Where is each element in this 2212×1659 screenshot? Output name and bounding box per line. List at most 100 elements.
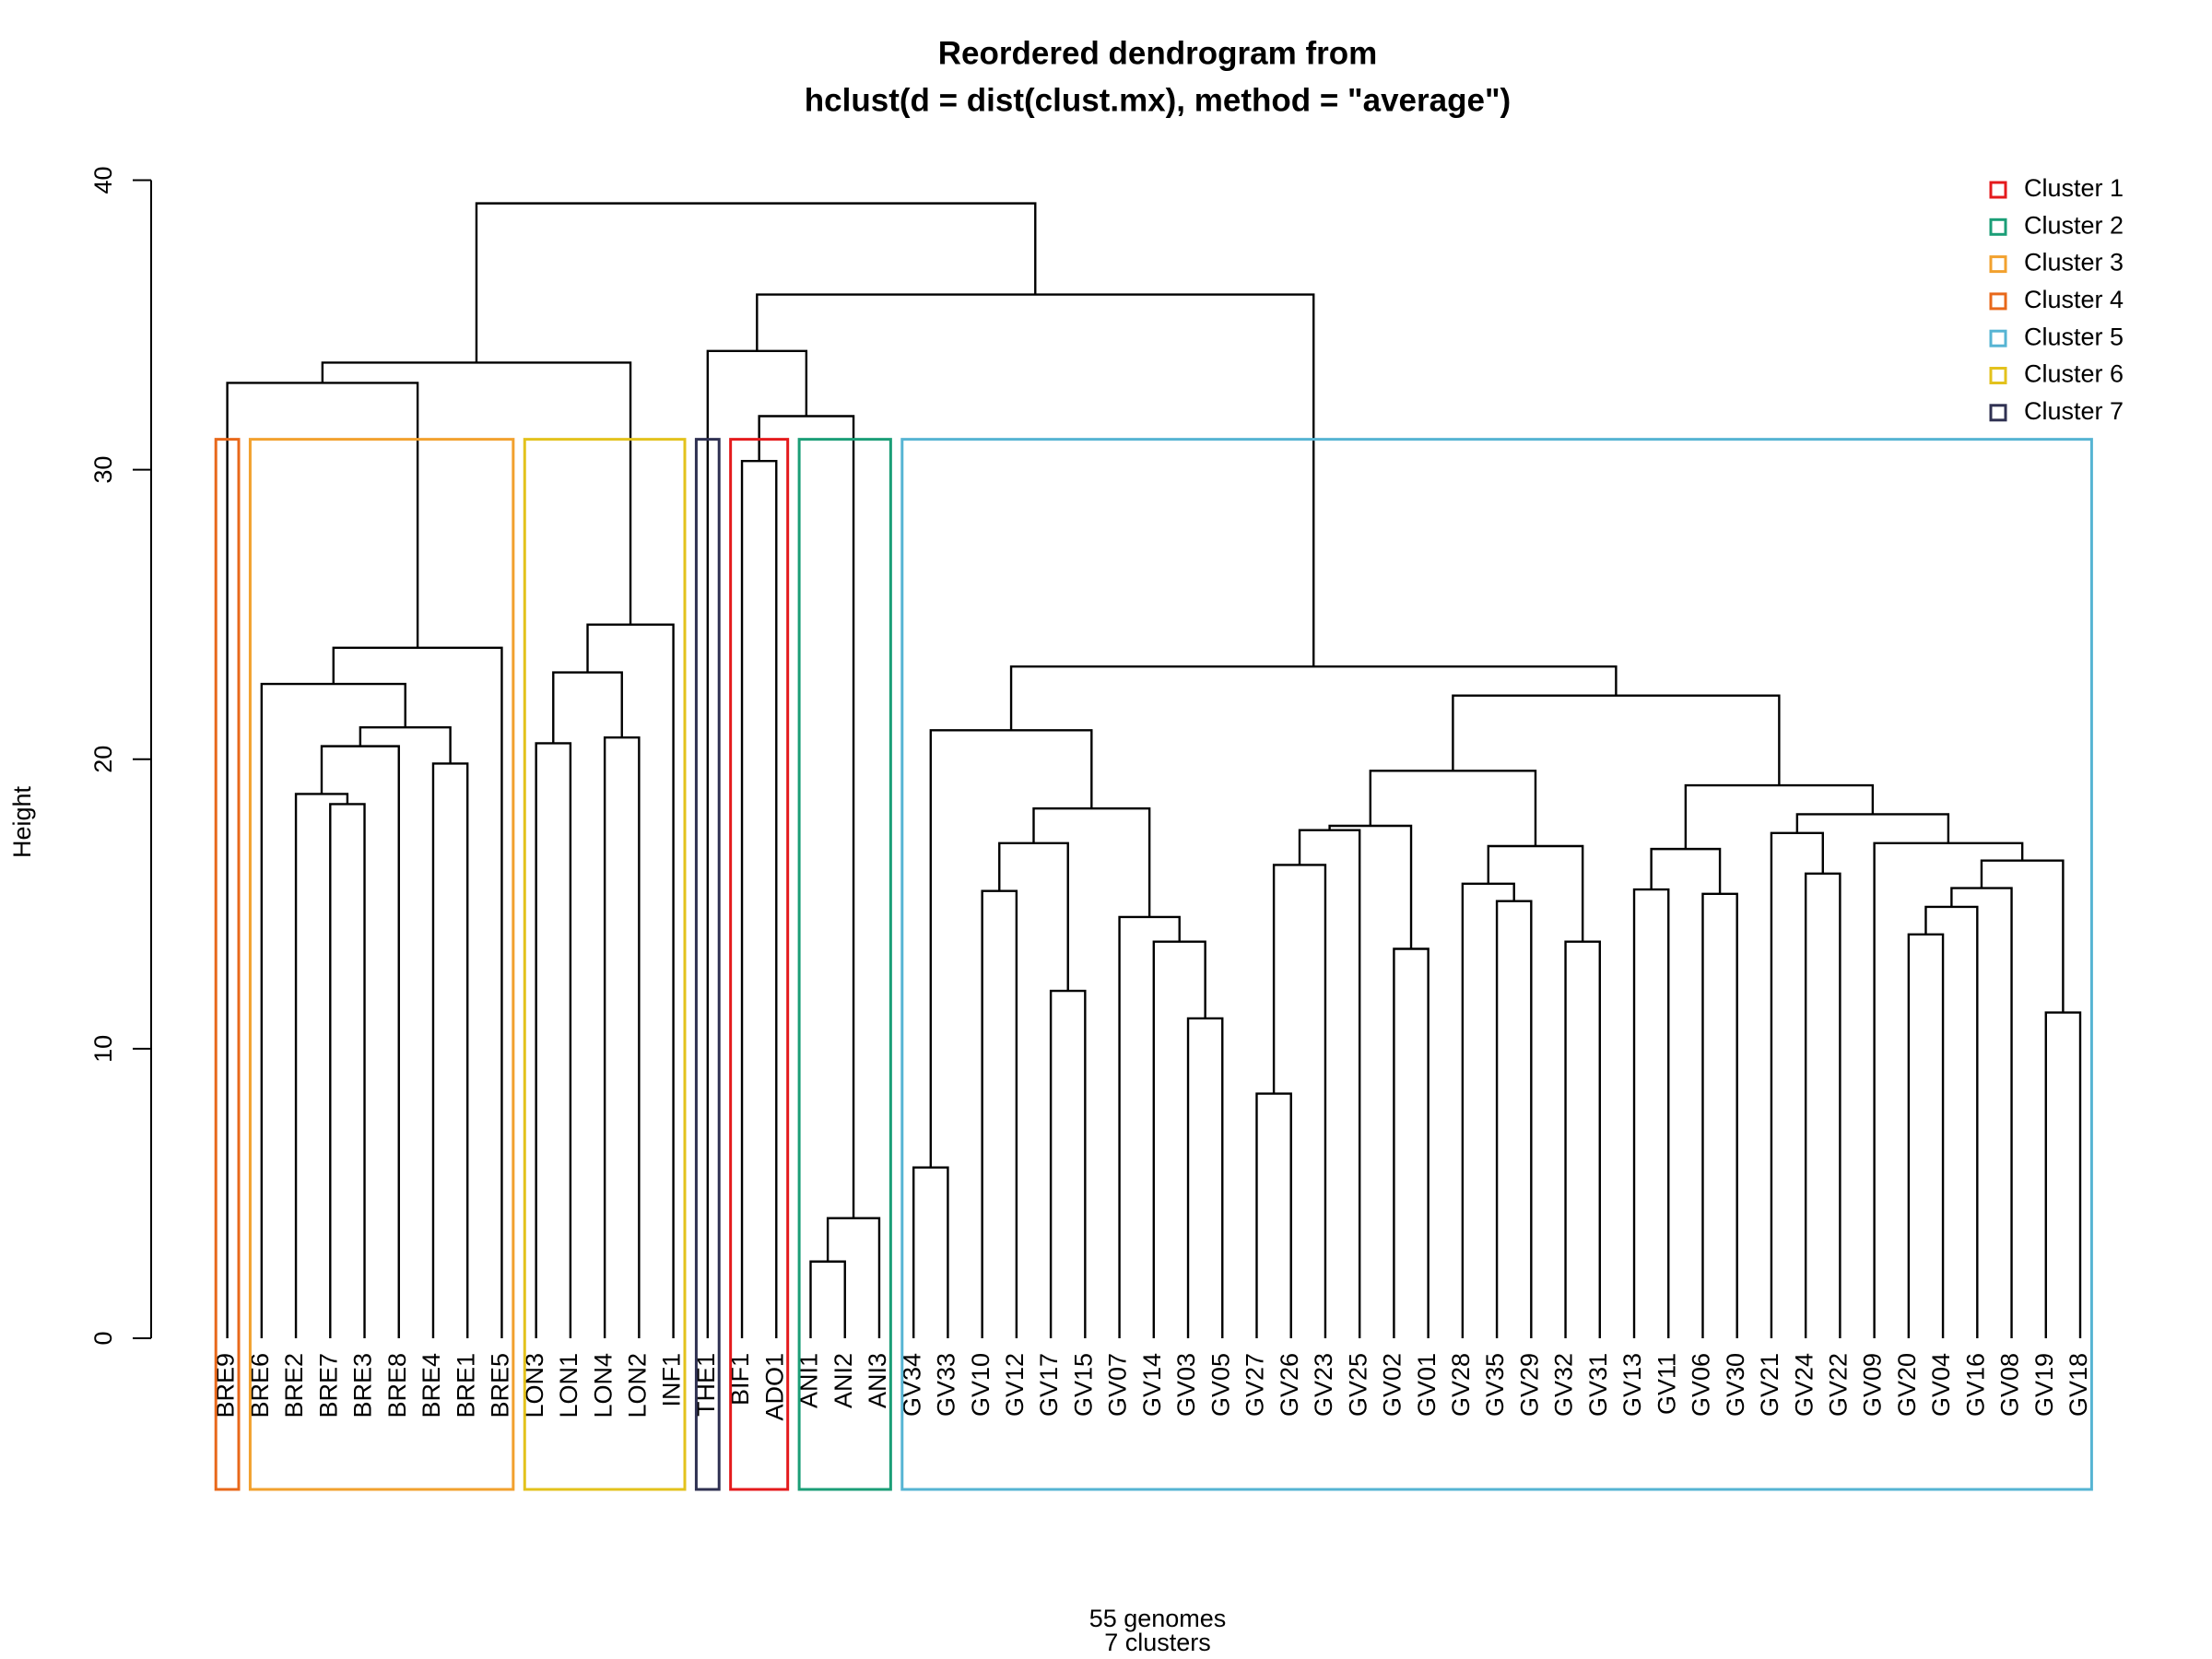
leaf-label: BRE8	[383, 1353, 411, 1418]
legend-swatch	[1989, 404, 2007, 422]
dendrogram-link	[552, 671, 623, 744]
leaf-label: LON4	[589, 1353, 617, 1418]
leaf-label: GV27	[1241, 1353, 1269, 1417]
dendrogram-link	[1461, 882, 1515, 1338]
legend-swatch	[1989, 218, 2007, 236]
y-axis-label: Height	[8, 785, 36, 858]
dendrogram-link	[740, 460, 778, 1338]
leaf-label: GV32	[1550, 1353, 1578, 1417]
leaf-label: GV23	[1310, 1353, 1337, 1417]
dendrogram-link	[1795, 813, 1950, 843]
leaf-label: LON2	[623, 1353, 651, 1418]
leaf-label: ANI2	[830, 1353, 857, 1408]
chart-title: hclust(d = dist(clust.mx), method = "ave…	[805, 82, 1511, 118]
leaf-label: GV03	[1172, 1353, 1200, 1417]
dendrogram-link	[1924, 905, 1979, 1338]
leaf-label: GV07	[1104, 1353, 1132, 1417]
dendrogram-link	[1980, 859, 2065, 1013]
leaf-label: GV15	[1069, 1353, 1097, 1417]
cluster-box	[900, 438, 2093, 1491]
leaf-label: GV16	[1961, 1353, 1989, 1417]
leaf-label: GV24	[1790, 1353, 1818, 1417]
legend-swatch	[1989, 292, 2007, 311]
dendrogram-link	[912, 1166, 949, 1338]
leaf-label: GV19	[2030, 1353, 2058, 1417]
leaf-label: GV04	[1927, 1353, 1955, 1417]
dendrogram-link	[320, 745, 400, 1338]
leaf-label: GV21	[1756, 1353, 1783, 1417]
leaf-label: BRE5	[487, 1353, 514, 1418]
dendrogram-link	[260, 682, 406, 1338]
chart-title: Reordered dendrogram from	[938, 35, 1377, 71]
cluster-box	[729, 438, 790, 1491]
legend-label: Cluster 4	[2024, 286, 2124, 313]
leaf-label: GV11	[1653, 1353, 1680, 1415]
leaf-label: LON1	[555, 1353, 582, 1418]
dendrogram-link	[1393, 947, 1430, 1338]
dendrogram-link	[1487, 844, 1584, 942]
leaf-label: GV09	[1859, 1353, 1887, 1417]
dendrogram-link	[1328, 824, 1413, 949]
dendrogram-link	[981, 889, 1018, 1338]
legend-swatch	[1989, 367, 2007, 384]
dendrogram-link	[1049, 989, 1087, 1338]
dendrogram-link	[226, 382, 419, 1338]
y-tick-label: 20	[89, 746, 117, 773]
leaf-label: GV22	[1825, 1353, 1853, 1417]
dendrogram-link	[332, 646, 503, 1338]
leaf-label: ANI3	[864, 1353, 891, 1408]
dendrogram-link	[603, 735, 641, 1338]
dendrogram-link	[586, 623, 675, 1338]
legend-swatch	[1989, 181, 2007, 199]
dendrogram-link	[1272, 864, 1327, 1338]
legend-swatch	[1989, 255, 2007, 274]
dendrogram-link	[1369, 770, 1537, 846]
leaf-label: GV20	[1893, 1353, 1921, 1417]
leaf-label: ADO1	[760, 1353, 788, 1421]
dendrogram-link	[535, 742, 572, 1338]
leaf-label: BRE4	[418, 1353, 445, 1418]
cluster-box	[694, 438, 721, 1491]
leaf-label: GV14	[1138, 1353, 1166, 1417]
cluster-box	[214, 438, 241, 1491]
dendrogram-link	[1255, 1092, 1292, 1338]
legend-label: Cluster 2	[2024, 211, 2124, 239]
dendrogram-link	[998, 841, 1069, 992]
y-tick-label: 40	[89, 166, 117, 194]
dendrogram-link	[809, 1260, 846, 1338]
dendrogram-link	[1009, 665, 1618, 731]
leaf-label: GV25	[1344, 1353, 1371, 1417]
leaf-label: GV13	[1618, 1353, 1646, 1417]
dendrogram-link	[756, 293, 1315, 667]
leaf-label: GV12	[1001, 1353, 1029, 1417]
dendrogram-link	[1495, 900, 1533, 1338]
dendrogram-link	[1650, 847, 1722, 894]
leaf-label: GV06	[1688, 1353, 1715, 1417]
leaf-label: BRE7	[314, 1353, 342, 1418]
leaf-label: BRE3	[349, 1353, 377, 1418]
legend-label: Cluster 7	[2024, 397, 2124, 425]
dendrogram-link	[1452, 694, 1781, 786]
dendrogram-link	[1873, 841, 2024, 1338]
cluster-box	[523, 438, 687, 1491]
y-tick-label: 30	[89, 456, 117, 484]
dendrogram-link	[1118, 915, 1181, 1338]
dendrogram-link	[475, 202, 1037, 363]
leaf-label: GV08	[1996, 1353, 2024, 1417]
dendrogram-link	[1770, 831, 1824, 1338]
dendrogram-link	[1950, 887, 2013, 1338]
legend-label: Cluster 1	[2024, 174, 2124, 202]
leaf-label: INF1	[658, 1353, 686, 1407]
leaf-label: BRE1	[452, 1353, 479, 1418]
leaf-label: GV35	[1481, 1353, 1509, 1417]
dendrogram-link	[294, 793, 349, 1338]
legend-swatch	[1989, 329, 2007, 347]
legend-label: Cluster 6	[2024, 360, 2124, 388]
dendrogram-link	[1684, 783, 1875, 850]
leaf-label: GV30	[1722, 1353, 1749, 1417]
dendrogram-link	[321, 361, 632, 625]
y-tick-label: 0	[89, 1331, 117, 1345]
legend-label: Cluster 3	[2024, 249, 2124, 276]
dendrogram-link	[826, 1217, 881, 1338]
